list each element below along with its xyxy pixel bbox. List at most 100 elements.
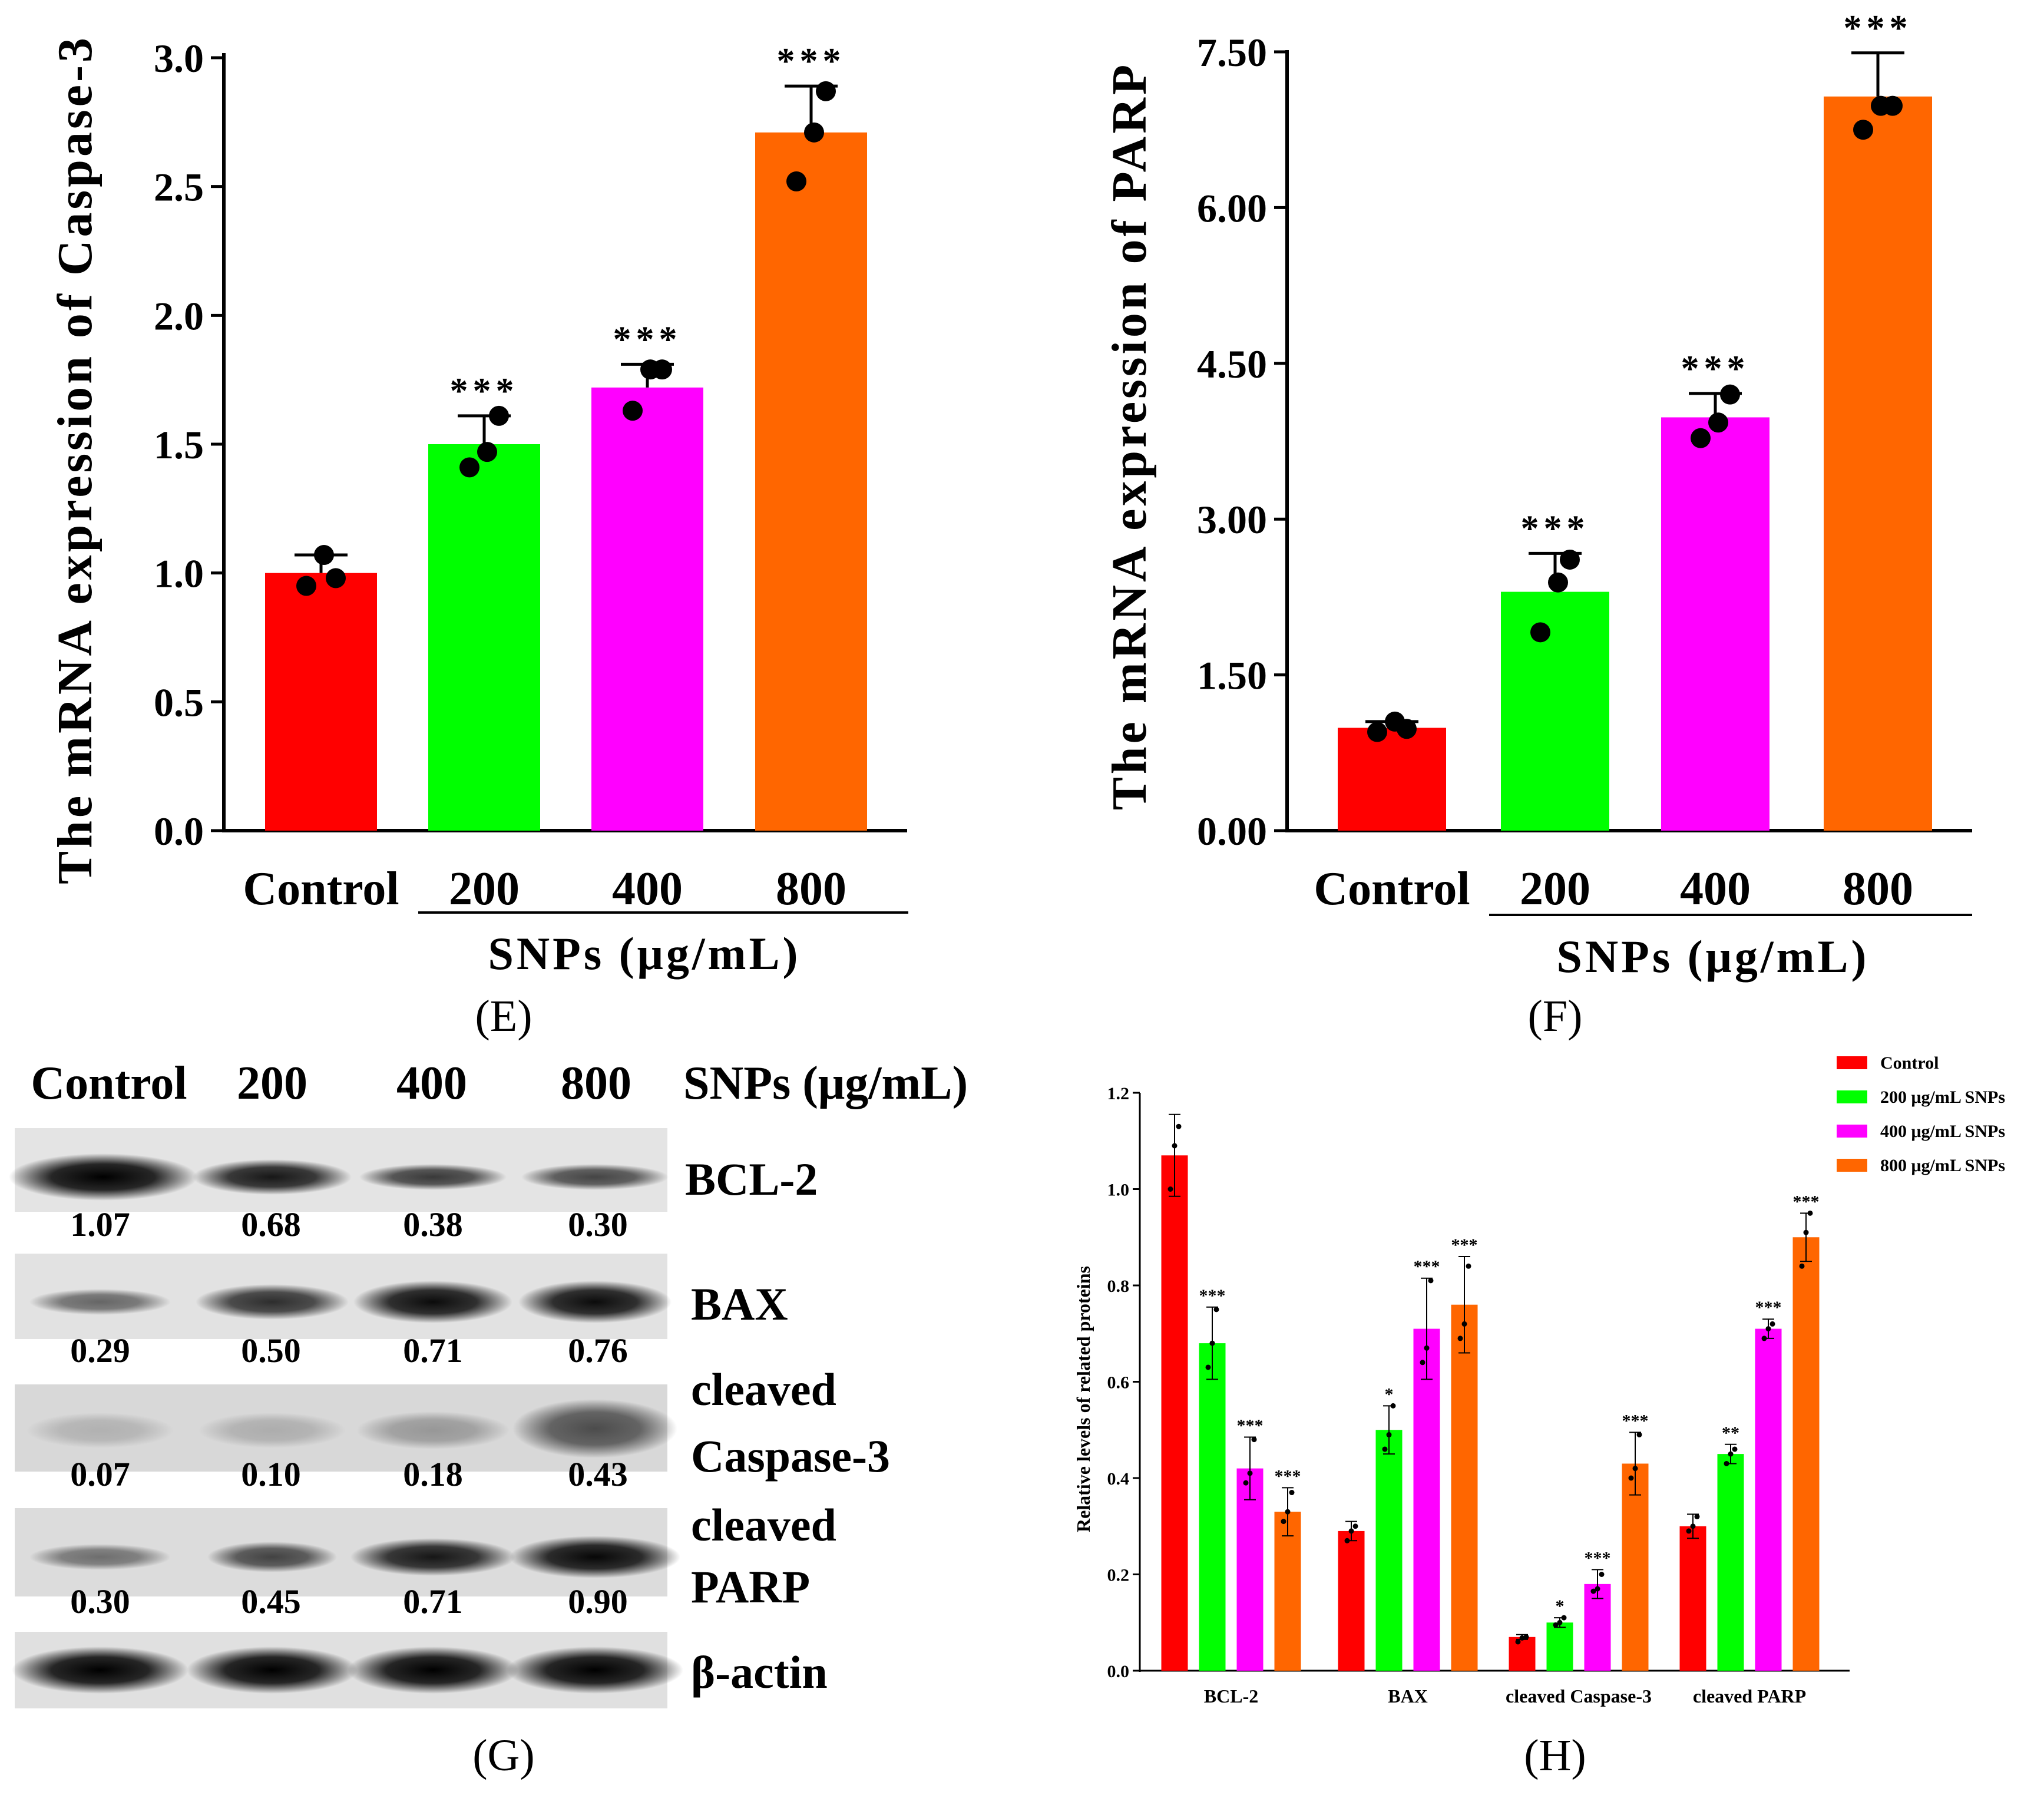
- h-bar: [1338, 1530, 1365, 1671]
- e-data-point: [623, 401, 643, 421]
- h-data-point: [1761, 1335, 1767, 1341]
- h-data-point: [1515, 1639, 1521, 1645]
- h-category-label: cleaved PARP: [1693, 1685, 1806, 1707]
- h-data-point: [1523, 1634, 1529, 1640]
- h-data-point: [1281, 1519, 1286, 1525]
- h-data-point: [1289, 1490, 1295, 1496]
- band-parp-800: [510, 1536, 680, 1578]
- h-data-point: [1386, 1432, 1392, 1437]
- band-actin-control: [12, 1647, 188, 1694]
- h-bar: [1413, 1328, 1440, 1671]
- h-legend-swatch: [1837, 1056, 1867, 1069]
- panel-f-label: (F): [1528, 991, 1583, 1041]
- f-significance-label: ***: [1521, 508, 1590, 548]
- h-ytick-label: 0.2: [1107, 1566, 1130, 1585]
- h-significance-label: ***: [1585, 1548, 1611, 1568]
- f-data-point: [1367, 722, 1387, 742]
- h-data-point: [1285, 1509, 1291, 1515]
- h-significance-label: *: [1385, 1384, 1394, 1404]
- blot-value-bcl2-control: 1.07: [70, 1205, 130, 1244]
- h-data-point: [1352, 1523, 1358, 1529]
- blot-value-parp-400: 0.71: [403, 1582, 463, 1621]
- h-bar: [1509, 1637, 1536, 1671]
- h-bar: [1236, 1468, 1264, 1671]
- panel-f-chart: The mRNA expression of PARP 0.00 1.50 3.00…: [1102, 8, 1972, 1041]
- e-data-point: [477, 442, 497, 462]
- f-data-point: [1720, 384, 1740, 405]
- h-bar: [1274, 1512, 1301, 1671]
- e-ytick-label: 1.0: [154, 551, 204, 596]
- panel-g-label: (G): [472, 1731, 535, 1780]
- e-data-point: [489, 405, 509, 426]
- f-bar-800: [1824, 96, 1932, 831]
- h-significance-label: ***: [1451, 1235, 1478, 1255]
- band-caspase3-800: [512, 1399, 677, 1458]
- panel-f-ylabel: The mRNA expression of PARP: [1102, 62, 1157, 811]
- h-data-point: [1172, 1143, 1178, 1149]
- blot-header-control: Control: [31, 1057, 187, 1109]
- band-bax-400: [353, 1281, 512, 1323]
- h-data-point: [1243, 1480, 1249, 1486]
- f-ytick-label: 3.00: [1197, 497, 1267, 542]
- h-significance-label: ***: [1237, 1416, 1264, 1436]
- blot-value-bax-400: 0.71: [403, 1331, 463, 1370]
- h-data-point: [1519, 1635, 1525, 1641]
- h-data-point: [1690, 1523, 1696, 1529]
- e-category-label: 200: [449, 863, 520, 915]
- band-bcl2-control: [9, 1153, 197, 1201]
- band-parp-control: [29, 1544, 171, 1570]
- h-significance-label: ***: [1755, 1298, 1782, 1317]
- band-caspase3-400: [356, 1411, 510, 1449]
- h-data-point: [1803, 1229, 1809, 1235]
- e-significance-label: ***: [613, 319, 682, 359]
- panel-e-group-label: SNPs (μg/mL): [488, 928, 801, 979]
- h-ytick-label: 0.8: [1107, 1277, 1130, 1296]
- h-legend-swatch: [1837, 1125, 1867, 1138]
- e-category-label: 400: [612, 863, 683, 915]
- h-significance-label: **: [1722, 1423, 1739, 1443]
- band-bcl2-400: [359, 1164, 507, 1190]
- blot-value-caspase3-control: 0.07: [70, 1455, 130, 1493]
- f-data-point: [1883, 95, 1903, 116]
- blot-label-bcl2: BCL-2: [685, 1153, 818, 1205]
- h-legend-swatch: [1837, 1090, 1867, 1103]
- band-bcl2-200: [193, 1159, 352, 1195]
- h-data-point: [1461, 1321, 1467, 1327]
- h-legend-label: Control: [1880, 1053, 1939, 1073]
- h-ytick-label: 0.0: [1107, 1662, 1130, 1681]
- f-data-point: [1530, 622, 1550, 643]
- f-data-point: [1708, 412, 1728, 433]
- h-data-point: [1632, 1466, 1638, 1472]
- blot-label-caspase3-line1: cleaved: [691, 1364, 836, 1415]
- e-data-point: [804, 122, 824, 143]
- h-bar: [1717, 1454, 1744, 1671]
- e-bar-800: [755, 132, 867, 831]
- f-significance-label: ***: [1844, 8, 1913, 48]
- panel-h-ylabel: Relative levels of related proteins: [1073, 1266, 1094, 1532]
- blot-value-caspase3-400: 0.18: [403, 1455, 463, 1493]
- h-data-point: [1390, 1403, 1396, 1409]
- panel-e-chart: The mRNA expression of Caspase-3 0.0 0.5 1…: [48, 35, 908, 1041]
- h-legend-label: 400 μg/mL SNPs: [1880, 1122, 2005, 1141]
- h-ytick-label: 1.2: [1107, 1084, 1130, 1103]
- h-data-point: [1247, 1470, 1253, 1476]
- h-significance-label: ***: [1622, 1411, 1649, 1430]
- blot-value-bcl2-200: 0.68: [241, 1205, 301, 1244]
- h-significance-label: ***: [1275, 1466, 1301, 1486]
- h-data-point: [1561, 1615, 1567, 1621]
- h-significance-label: ***: [1199, 1286, 1226, 1305]
- h-legend-label: 200 μg/mL SNPs: [1880, 1087, 2005, 1107]
- f-data-point: [1397, 719, 1417, 739]
- e-data-point: [786, 171, 806, 191]
- h-data-point: [1628, 1475, 1634, 1481]
- h-bar: [1546, 1622, 1573, 1671]
- h-data-point: [1428, 1278, 1434, 1284]
- h-significance-label: *: [1556, 1596, 1565, 1616]
- f-category-label: 400: [1680, 863, 1751, 915]
- h-category-label: BAX: [1388, 1685, 1428, 1707]
- band-parp-200: [207, 1542, 337, 1572]
- e-bar-400: [591, 387, 703, 831]
- h-bar: [1755, 1328, 1782, 1671]
- f-significance-label: ***: [1681, 349, 1750, 389]
- blot-label-bax: BAX: [691, 1278, 788, 1330]
